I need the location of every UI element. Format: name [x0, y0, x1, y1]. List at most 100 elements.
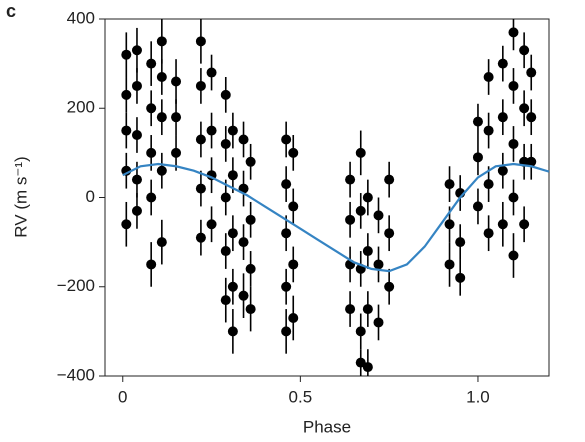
- y-tick-label: 200: [67, 98, 95, 117]
- y-axis-label: RV (m s⁻¹): [11, 156, 30, 237]
- data-point: [238, 237, 249, 248]
- data-point: [146, 103, 157, 114]
- panel-label: c: [6, 1, 16, 21]
- data-point: [195, 183, 206, 194]
- data-point: [131, 45, 142, 56]
- data-point: [483, 125, 494, 136]
- data-point: [156, 36, 167, 47]
- data-point: [131, 80, 142, 91]
- data-point: [171, 147, 182, 158]
- data-point: [121, 89, 132, 100]
- data-point: [483, 72, 494, 83]
- data-point: [345, 174, 356, 185]
- data-point: [238, 290, 249, 301]
- data-point: [146, 192, 157, 203]
- data-point: [472, 116, 483, 127]
- data-point: [171, 76, 182, 87]
- data-point: [384, 281, 395, 292]
- data-point: [345, 214, 356, 225]
- data-point: [288, 312, 299, 323]
- x-tick-label: 0: [118, 387, 127, 406]
- data-point: [156, 72, 167, 83]
- data-point: [355, 326, 366, 337]
- data-point: [384, 228, 395, 239]
- data-point: [373, 259, 384, 270]
- data-point: [227, 125, 238, 136]
- y-tick-label: −400: [57, 365, 95, 384]
- data-point: [227, 281, 238, 292]
- data-point: [508, 192, 519, 203]
- data-point: [281, 281, 292, 292]
- data-point: [220, 295, 231, 306]
- data-point: [288, 147, 299, 158]
- data-point: [121, 125, 132, 136]
- y-tick-label: 400: [67, 8, 95, 27]
- data-point: [526, 112, 537, 123]
- data-point: [206, 67, 217, 78]
- data-point: [362, 304, 373, 315]
- data-point: [146, 58, 157, 69]
- data-point: [526, 67, 537, 78]
- data-point: [288, 259, 299, 270]
- data-point: [121, 219, 132, 230]
- data-point: [227, 326, 238, 337]
- data-point: [483, 179, 494, 190]
- data-point: [355, 205, 366, 216]
- data-point: [288, 201, 299, 212]
- data-point: [245, 156, 256, 167]
- data-point: [455, 272, 466, 283]
- data-point: [497, 112, 508, 123]
- data-point: [497, 165, 508, 176]
- data-point: [245, 263, 256, 274]
- data-point: [355, 357, 366, 368]
- y-tick-label: −200: [57, 276, 95, 295]
- data-point: [508, 80, 519, 91]
- data-point: [245, 304, 256, 315]
- data-point: [131, 174, 142, 185]
- data-point: [373, 317, 384, 328]
- data-point: [281, 134, 292, 145]
- data-point: [195, 36, 206, 47]
- data-point: [220, 89, 231, 100]
- data-point: [519, 103, 530, 114]
- data-point: [472, 201, 483, 212]
- data-point: [497, 58, 508, 69]
- data-point: [497, 219, 508, 230]
- data-point: [171, 112, 182, 123]
- data-point: [156, 112, 167, 123]
- data-point: [508, 27, 519, 38]
- data-point: [206, 219, 217, 230]
- data-point: [206, 125, 217, 136]
- data-point: [131, 130, 142, 141]
- data-point: [195, 80, 206, 91]
- y-tick-label: 0: [86, 187, 95, 206]
- plot-frame: [104, 18, 550, 377]
- data-point: [281, 228, 292, 239]
- data-point: [238, 134, 249, 145]
- data-point: [245, 214, 256, 225]
- x-tick-label: 0.5: [289, 387, 313, 406]
- data-point: [444, 179, 455, 190]
- data-point: [519, 45, 530, 56]
- model-curve: [122, 162, 550, 273]
- data-point: [384, 174, 395, 185]
- data-point: [227, 170, 238, 181]
- data-point: [508, 250, 519, 261]
- data-point: [156, 237, 167, 248]
- data-point: [220, 246, 231, 257]
- data-point: [444, 259, 455, 270]
- data-point: [281, 179, 292, 190]
- data-point: [526, 156, 537, 167]
- data-point: [345, 304, 356, 315]
- data-point: [156, 165, 167, 176]
- data-point: [472, 152, 483, 163]
- data-point: [355, 147, 366, 158]
- data-point: [227, 228, 238, 239]
- data-point: [195, 232, 206, 243]
- data-point: [281, 326, 292, 337]
- x-tick-label: 1.0: [466, 387, 490, 406]
- data-point: [220, 192, 231, 203]
- data-point: [121, 49, 132, 60]
- data-point: [519, 219, 530, 230]
